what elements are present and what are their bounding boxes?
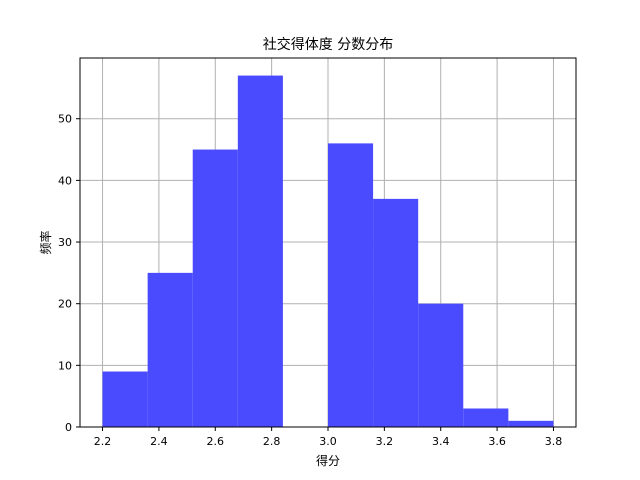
x-tick-label: 3.4 [432, 435, 450, 448]
x-tick-label: 3.0 [319, 435, 337, 448]
x-axis-label: 得分 [316, 453, 340, 468]
y-tick-label: 50 [58, 113, 72, 126]
y-tick-label: 0 [65, 421, 72, 434]
histogram-bar [147, 272, 193, 427]
x-tick-label: 3.6 [488, 435, 506, 448]
axis-ticks: 2.2 2.4 2.6 2.8 3.0 3.2 3.4 3.6 3.8 0 10 20 30 40 50 [58, 113, 562, 448]
x-tick-label: 2.8 [263, 435, 281, 448]
x-tick-label: 2.4 [150, 435, 168, 448]
histogram-bar [508, 420, 554, 427]
histogram-bar [102, 371, 148, 427]
histogram-bar [463, 408, 509, 427]
chart-title: 社交得体度 分数分布 [263, 36, 393, 53]
y-axis-label: 频率 [38, 230, 53, 254]
histogram-bar [237, 75, 283, 428]
bars [102, 75, 554, 428]
y-tick-label: 20 [58, 298, 72, 311]
y-tick-label: 10 [58, 359, 72, 372]
x-tick-label: 2.6 [207, 435, 225, 448]
histogram-bar [418, 303, 464, 427]
histogram-bar [373, 198, 419, 427]
x-tick-label: 2.2 [94, 435, 112, 448]
histogram-bar [328, 143, 374, 427]
x-tick-label: 3.2 [376, 435, 394, 448]
x-tick-label: 3.8 [545, 435, 563, 448]
histogram-bar [192, 149, 238, 427]
y-tick-label: 30 [58, 236, 72, 249]
y-tick-label: 40 [58, 174, 72, 187]
